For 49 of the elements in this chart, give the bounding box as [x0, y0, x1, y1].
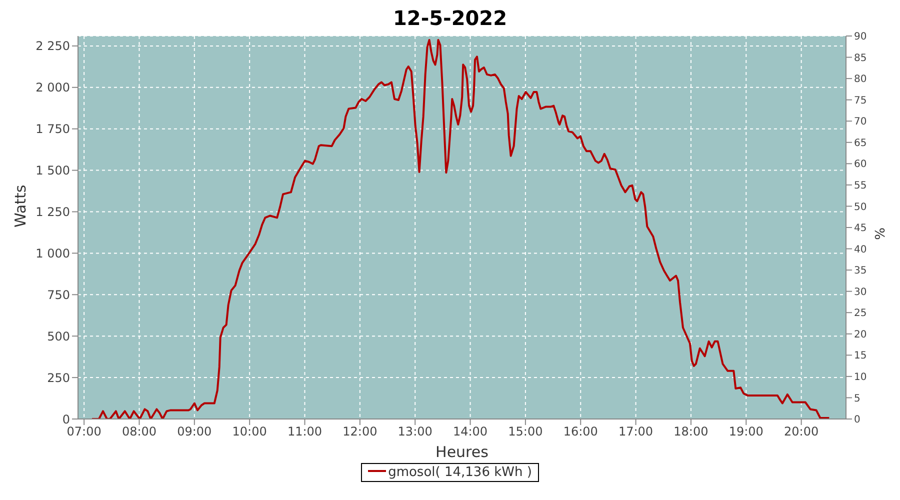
- y2-tick-label: 20: [854, 329, 867, 340]
- y-tick-label: 250: [47, 370, 70, 385]
- x-tick-label: 12:00: [342, 424, 378, 439]
- x-tick-label: 08:00: [122, 424, 157, 439]
- x-tick-label: 17:00: [618, 424, 654, 439]
- y2-tick-label: 0: [854, 414, 860, 426]
- y2-tick-label: 60: [854, 159, 867, 170]
- x-tick-label: 13:00: [398, 424, 432, 439]
- x-tick-label: 14:00: [452, 424, 488, 439]
- x-axis-title: Heures: [436, 443, 489, 461]
- y-tick-label: 1 000: [36, 246, 70, 260]
- y2-tick-label: 75: [854, 95, 867, 106]
- y-tick-label: 1 750: [36, 122, 70, 136]
- y2-tick-label: 50: [854, 202, 867, 213]
- y2-tick-label: 45: [854, 223, 867, 234]
- x-tick-label: 11:00: [287, 424, 322, 439]
- x-tick-label: 18:00: [674, 424, 708, 439]
- y-tick-label: 2 250: [36, 39, 70, 54]
- y2-tick-label: 55: [854, 180, 867, 192]
- y-axis-title: Watts: [11, 184, 30, 228]
- x-tick-label: 19:00: [728, 424, 764, 439]
- x-tick-label: 09:00: [177, 424, 212, 439]
- legend-label: gmosol( 14,136 kWh ): [361, 463, 539, 482]
- x-tick-label: 15:00: [508, 424, 543, 439]
- y2-tick-label: 10: [854, 372, 867, 383]
- x-tick-label: 20:00: [784, 424, 819, 439]
- y-tick-label: 2 000: [36, 80, 70, 95]
- y2-tick-label: 35: [854, 266, 867, 277]
- y2-tick-label: 80: [854, 74, 867, 86]
- y2-tick-label: 5: [854, 393, 860, 404]
- y2-tick-label: 85: [854, 52, 867, 64]
- y2-tick-label: 25: [854, 308, 867, 320]
- line-series: [91, 38, 830, 419]
- chart-title: 12-5-2022: [392, 6, 508, 30]
- y-tick-label: 500: [47, 329, 70, 344]
- y2-tick-label: 30: [854, 286, 867, 298]
- x-tick-label: 10:00: [232, 424, 267, 439]
- y2-tick-label: 40: [854, 244, 867, 256]
- y-tick-label: 1 500: [36, 164, 70, 178]
- y2-tick-label: 70: [854, 116, 867, 128]
- y-tick-label: 1 250: [36, 205, 70, 220]
- y2-axis-title: %: [874, 228, 889, 240]
- y-tick-label: 750: [47, 288, 70, 302]
- x-tick-label: 16:00: [563, 424, 598, 439]
- x-tick-label: 07:00: [66, 424, 102, 439]
- y-tick-label: 0: [62, 412, 70, 426]
- y2-tick-label: 90: [854, 32, 867, 43]
- y2-tick-label: 15: [854, 350, 867, 362]
- y2-tick-label: 65: [854, 138, 867, 149]
